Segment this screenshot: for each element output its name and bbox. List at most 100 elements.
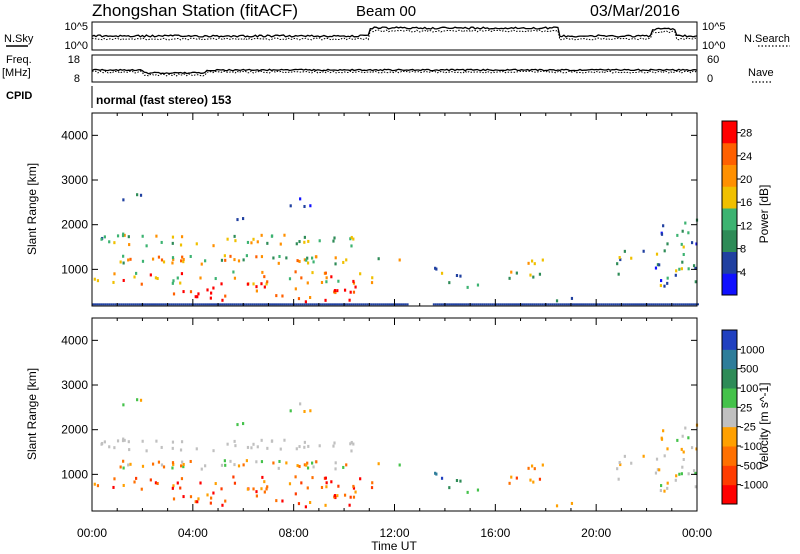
colorbar-frame [721, 329, 738, 505]
power-cell [509, 303, 512, 306]
x-tick-label: 04:00 [178, 526, 208, 540]
velocity-cell [299, 402, 302, 406]
velocity-cell [176, 481, 179, 485]
power-cell [630, 303, 633, 306]
velocity-cell [298, 464, 301, 468]
power-cell [656, 263, 660, 267]
power-colorbar: 4 8 12 16 20 24 28 [721, 120, 752, 296]
power-cell [223, 254, 226, 258]
power-cell [122, 254, 125, 258]
power-cell [295, 303, 298, 306]
power-cell [659, 284, 662, 288]
power-cell [471, 303, 474, 306]
power-cell [311, 271, 314, 275]
velocity-cell [352, 484, 355, 488]
power-cell [654, 266, 658, 270]
power-cell [122, 198, 125, 202]
power-cell [638, 303, 641, 306]
velocity-cell [435, 472, 438, 476]
power-cell [277, 261, 280, 265]
power-cell [122, 303, 125, 306]
velocity-cell [318, 444, 321, 448]
power-cell [140, 303, 143, 306]
power-cell [380, 303, 383, 306]
velocity-cell [266, 446, 269, 450]
velocity-cell [156, 482, 159, 486]
freq-unit: [MHz] [2, 67, 31, 79]
velocity-cell [245, 459, 248, 463]
y-tick-label: 1000 [61, 467, 88, 481]
power-cell [157, 255, 161, 259]
power-cell [253, 303, 256, 306]
velocity-cell [289, 409, 292, 413]
power-cell [321, 303, 324, 306]
power-cell [104, 303, 107, 306]
power-cell [366, 303, 369, 306]
power-cell [176, 303, 179, 306]
power-cell [616, 262, 619, 266]
power-cell [287, 303, 290, 306]
velocity-cell [171, 486, 174, 490]
power-cell [680, 267, 683, 271]
power-cell [246, 282, 249, 286]
power-cell [331, 303, 334, 306]
nave-tick-bottom: 0 [707, 73, 713, 85]
power-cell [122, 261, 125, 265]
velocity-cell [350, 440, 353, 444]
power-cell [196, 303, 199, 306]
velocity-cell [100, 442, 103, 446]
power-panel: 1000 2000 3000 4000 Slant Range [km] [25, 112, 699, 307]
power-cell [156, 277, 159, 281]
velocity-cell [260, 438, 263, 442]
power-cell [122, 278, 125, 282]
power-cell [249, 303, 252, 306]
colorbar-tick-label: 1000 [740, 344, 764, 356]
power-cell [250, 241, 253, 245]
power-cell [200, 262, 203, 266]
velocity-cell [234, 444, 237, 448]
power-cell [680, 303, 683, 306]
velocity-cell [349, 442, 352, 446]
power-cell [623, 249, 626, 253]
power-cell [279, 242, 282, 246]
velocity-cell [654, 471, 658, 475]
colorbar-tick-label: 8 [740, 244, 746, 256]
power-cell [171, 256, 175, 260]
power-cell [100, 303, 103, 306]
power-cell [325, 303, 328, 306]
power-cell [293, 303, 296, 306]
power-cell [270, 234, 274, 238]
power-cell [233, 234, 236, 238]
power-cell [160, 240, 163, 244]
velocity-cell [197, 497, 200, 501]
power-cell [370, 281, 374, 285]
velocity-cell [233, 439, 236, 443]
power-cell [388, 303, 391, 306]
power-cell [261, 303, 264, 306]
power-cell [434, 266, 437, 270]
power-cell [618, 256, 621, 260]
velocity-cell [680, 472, 683, 476]
velocity-cell [466, 490, 469, 494]
power-cell [655, 252, 659, 256]
velocity-cell [337, 484, 340, 488]
velocity-cell [309, 409, 312, 413]
velocity-cell [687, 472, 690, 476]
velocity-cell [303, 445, 306, 449]
power-cell [656, 303, 659, 306]
power-cell [694, 303, 697, 306]
velocity-cell [370, 486, 374, 490]
power-cell [184, 303, 187, 306]
velocity-cell [180, 440, 184, 444]
power-cell [362, 303, 365, 306]
power-cell [497, 303, 500, 306]
velocity-cell [662, 429, 665, 433]
power-cell [291, 303, 294, 306]
power-cell [463, 303, 466, 306]
power-cell [682, 303, 685, 306]
velocity-cell [128, 448, 131, 452]
power-cell [256, 240, 259, 244]
power-cell [121, 234, 125, 238]
power-cell [195, 242, 198, 246]
